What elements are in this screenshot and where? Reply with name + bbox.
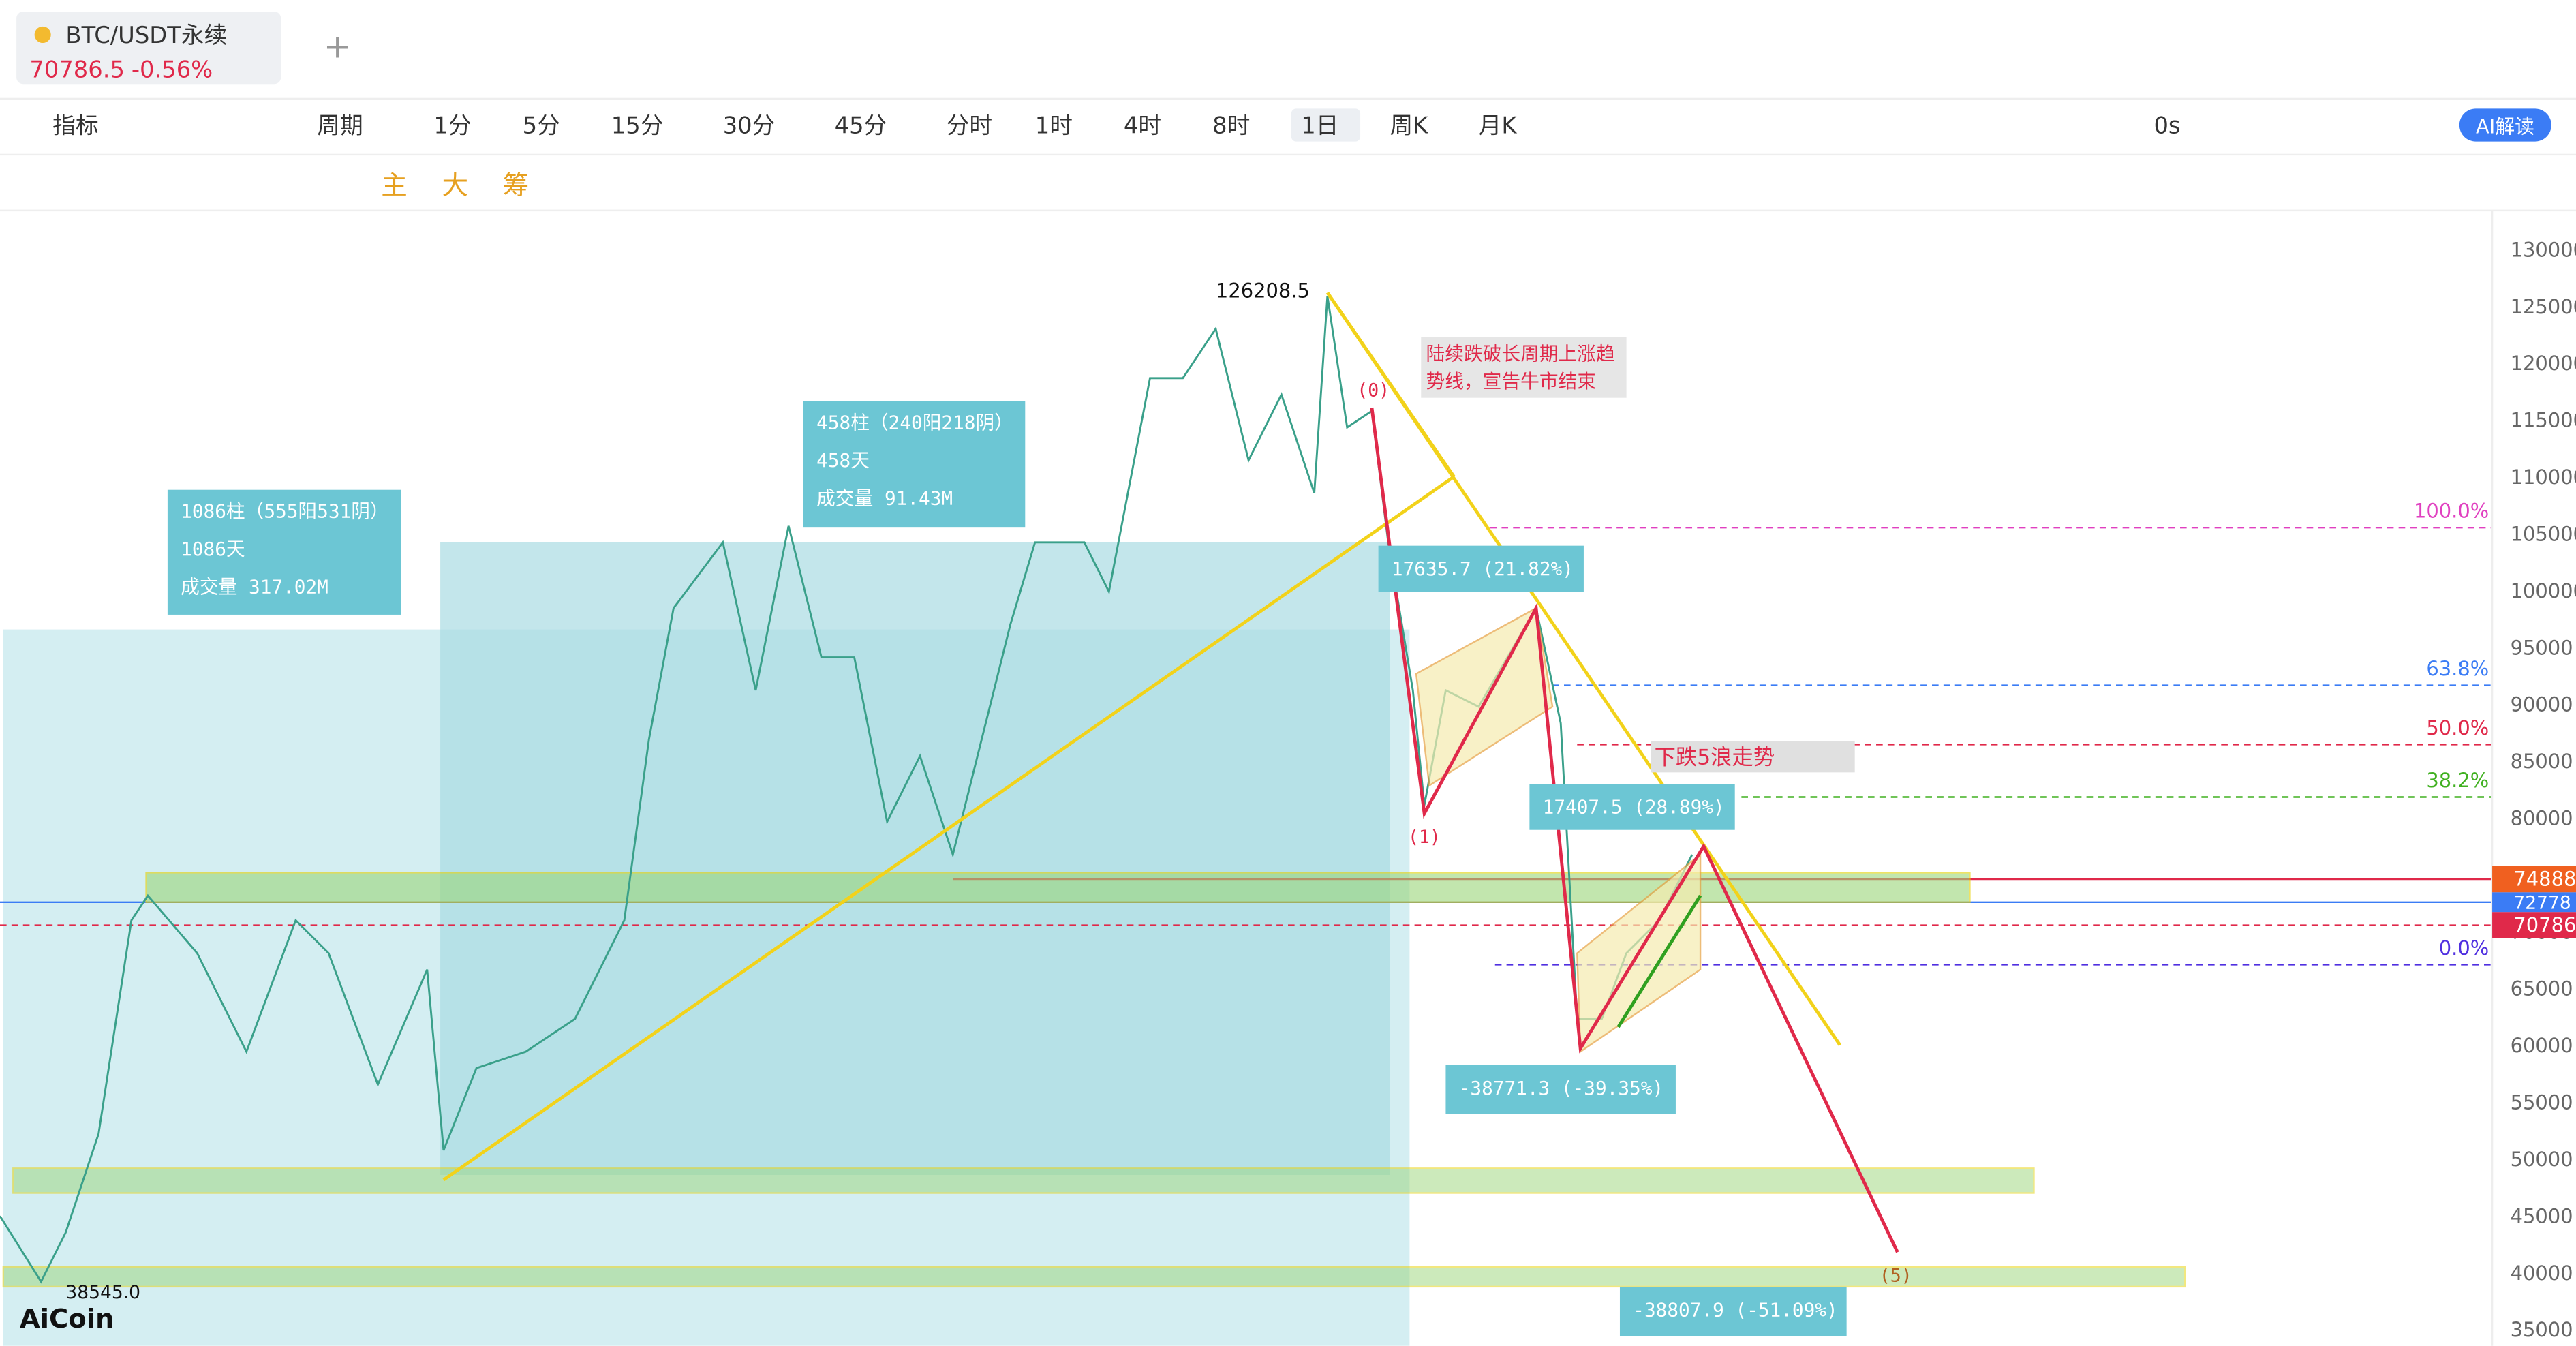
price-tick: 105000: [2511, 522, 2576, 545]
measure: 17407.5 (28.89%): [1543, 796, 1725, 819]
price-tick: 130000: [2511, 238, 2576, 261]
interval[interactable]: 8时: [1212, 112, 1250, 139]
wave-label: (1): [1408, 827, 1441, 848]
low-label: 38545.0: [65, 1282, 140, 1303]
note: 陆续跌破长周期上涨趋: [1426, 342, 1614, 365]
stat-text: 458天: [816, 449, 870, 472]
price-tick: 50000: [2511, 1148, 2573, 1171]
note: 势线，宣告牛市结束: [1426, 370, 1595, 393]
interval[interactable]: 30分: [723, 112, 776, 139]
stat-text: 成交量 317.02M: [181, 576, 328, 598]
wave-label: (0): [1357, 380, 1390, 401]
measure: -38771.3 (-39.35%): [1459, 1077, 1663, 1099]
price-tick: 55000: [2511, 1091, 2573, 1114]
price-tick: 80000: [2511, 806, 2573, 829]
stat-box: [167, 489, 401, 615]
indicator[interactable]: 指标: [52, 112, 99, 139]
price-tick: 120000: [2511, 352, 2576, 375]
price-tag: 74888.: [2513, 868, 2576, 891]
interval[interactable]: 分时: [947, 112, 993, 139]
interval[interactable]: 月K: [1479, 112, 1518, 139]
draw-tool[interactable]: 筹: [503, 170, 530, 201]
fib-label: 0.0%: [2439, 936, 2489, 960]
interval[interactable]: 1时: [1035, 112, 1073, 139]
measure: 17635.7 (21.82%): [1392, 557, 1574, 580]
tab-symbol: BTC/USDT永续: [65, 22, 227, 48]
price-tag: 72778: [2513, 892, 2571, 913]
brand: AiCoin: [20, 1304, 114, 1334]
high-label: 126208.5: [1216, 279, 1310, 303]
draw-tool[interactable]: 大: [442, 170, 468, 201]
timer: 0s: [2153, 112, 2180, 139]
interval[interactable]: 5分: [523, 112, 560, 139]
stat-text: 458柱（240阳218阴）: [816, 412, 1013, 434]
period[interactable]: 周期: [317, 112, 363, 139]
wave-label: (5): [1880, 1266, 1912, 1287]
price-tick: 125000: [2511, 295, 2576, 318]
ai-button[interactable]: [2459, 108, 2551, 142]
interval[interactable]: 1日: [1301, 112, 1338, 139]
ai-label: AI解读: [2476, 115, 2534, 138]
interval[interactable]: 周K: [1390, 112, 1428, 139]
tab-change: -0.56%: [132, 57, 213, 83]
active-interval: [1291, 108, 1361, 142]
measure: -38807.9 (-51.09%): [1633, 1298, 1837, 1321]
price-tick: 95000: [2511, 636, 2573, 659]
wave-title: 下跌5浪走势: [1655, 745, 1775, 769]
interval[interactable]: 45分: [835, 112, 887, 139]
price-tick: 100000: [2511, 579, 2576, 602]
fib-label: 100.0%: [2414, 500, 2489, 523]
fib-label: 63.8%: [2426, 657, 2489, 680]
tab[interactable]: [16, 12, 281, 85]
price-tick: 65000: [2511, 977, 2573, 1000]
stat-text: 成交量 91.43M: [816, 487, 953, 509]
stat-text: 1086柱（555阳531阴）: [181, 500, 388, 523]
interval[interactable]: 15分: [611, 112, 664, 139]
price-tick: 35000: [2511, 1318, 2573, 1341]
price-tick: 85000: [2511, 750, 2573, 773]
interval[interactable]: 1分: [433, 112, 471, 139]
stat-text: 1086天: [181, 538, 245, 560]
add-tab[interactable]: +: [324, 28, 351, 66]
draw-tool[interactable]: 主: [381, 170, 408, 201]
price-tick: 45000: [2511, 1204, 2573, 1227]
tab-price: 70786.5: [29, 57, 125, 83]
price-tick: 110000: [2511, 465, 2576, 489]
interval[interactable]: 4时: [1124, 112, 1161, 139]
price-tick: 60000: [2511, 1034, 2573, 1057]
price-tick: 40000: [2511, 1261, 2573, 1285]
fib-label: 38.2%: [2426, 769, 2489, 792]
price-tag: 70786: [2513, 913, 2576, 936]
fib-label: 50.0%: [2426, 716, 2489, 739]
price-tick: 90000: [2511, 693, 2573, 716]
price-tick: 115000: [2511, 409, 2576, 432]
stat-box: [803, 401, 1026, 528]
